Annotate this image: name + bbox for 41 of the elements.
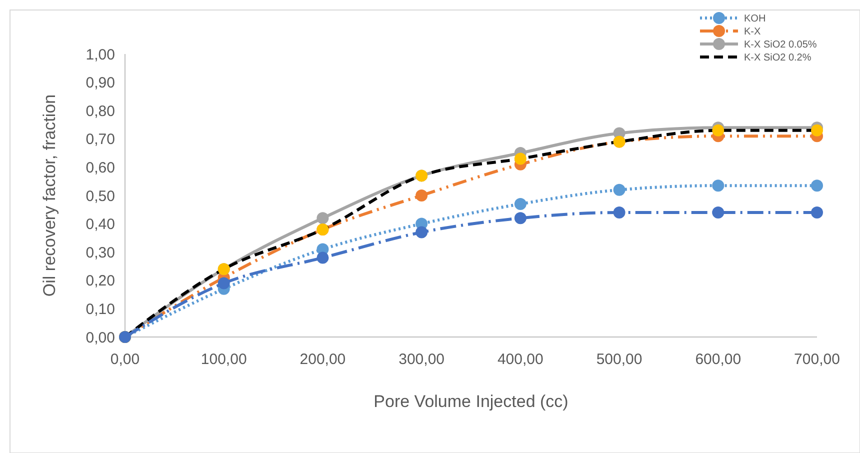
point — [514, 198, 526, 210]
x-tick-label: 700,00 — [794, 351, 840, 368]
y-tick-label: 0,00 — [86, 329, 115, 346]
point — [316, 212, 329, 224]
x-axis-title: Pore Volume Injected (cc) — [374, 392, 568, 411]
point — [712, 206, 724, 218]
x-tick-label: 400,00 — [497, 351, 544, 368]
y-tick-label: 0,30 — [86, 244, 115, 262]
point — [712, 124, 724, 136]
y-tick-label: 0,20 — [86, 272, 115, 290]
y-tick-label: 1,00 — [86, 46, 115, 64]
y-axis-title: Oil recovery factor, fraction — [40, 94, 59, 297]
point — [712, 180, 724, 192]
y-tick-label: 0,90 — [86, 74, 115, 92]
point — [218, 277, 230, 290]
x-tick-label: 100,00 — [200, 351, 247, 368]
legend-label: K-X SiO2 0.05% — [744, 40, 817, 50]
x-tick-label: 200,00 — [300, 351, 346, 368]
x-tick-label: 600,00 — [695, 351, 742, 368]
y-tick-label: 0,60 — [86, 159, 115, 176]
point — [811, 206, 823, 218]
legend-label: K-X — [744, 26, 761, 38]
point — [514, 152, 526, 165]
point — [316, 252, 329, 264]
legend-label: K-X SiO2 0.2% — [744, 52, 812, 64]
legend-label: KOH — [744, 14, 766, 24]
point — [416, 226, 428, 238]
point — [811, 180, 823, 192]
y-tick-label: 0,40 — [86, 216, 115, 234]
y-tick-label: 0,50 — [86, 188, 115, 205]
point — [811, 124, 823, 136]
point — [613, 184, 626, 196]
point — [613, 206, 626, 218]
y-tick-label: 0,10 — [86, 300, 115, 318]
point — [416, 190, 428, 202]
y-tick-label: 0,80 — [86, 102, 115, 120]
x-tick-label: 300,00 — [398, 351, 445, 368]
point — [514, 212, 526, 224]
x-tick-label: 0,00 — [110, 351, 140, 368]
y-tick-label: 0,70 — [86, 131, 115, 148]
x-tick-label: 500,00 — [596, 351, 642, 368]
